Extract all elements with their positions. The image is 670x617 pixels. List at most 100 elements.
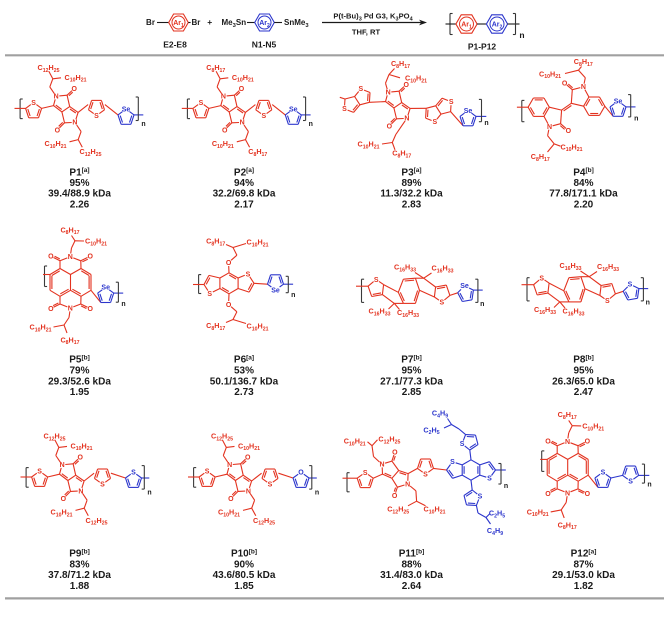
svg-text:n: n: [519, 30, 524, 40]
svg-text:95%: 95%: [573, 365, 593, 376]
svg-text:N: N: [68, 254, 73, 261]
svg-text:+: +: [207, 17, 212, 27]
svg-text:S: S: [460, 441, 465, 448]
svg-text:1.82: 1.82: [574, 581, 594, 592]
svg-text:39.4/88.9 kDa: 39.4/88.9 kDa: [48, 189, 111, 200]
svg-text:S: S: [31, 100, 36, 107]
svg-text:N1-N5: N1-N5: [252, 40, 277, 50]
svg-text:N: N: [60, 462, 65, 469]
svg-text:Se: Se: [464, 108, 473, 115]
svg-text:N: N: [221, 94, 226, 101]
svg-text:N: N: [547, 124, 552, 131]
svg-text:O: O: [55, 127, 61, 134]
svg-text:S: S: [450, 459, 455, 466]
svg-text:Br: Br: [146, 18, 155, 27]
svg-text:95%: 95%: [69, 178, 89, 189]
svg-text:S: S: [423, 472, 428, 479]
svg-text:2.73: 2.73: [234, 387, 254, 398]
svg-text:Se: Se: [122, 107, 131, 114]
svg-text:N: N: [227, 462, 232, 469]
svg-text:N: N: [54, 94, 59, 101]
svg-text:2.26: 2.26: [70, 199, 90, 210]
svg-text:S: S: [261, 113, 266, 120]
svg-text:O: O: [387, 123, 393, 130]
svg-text:95%: 95%: [401, 365, 421, 376]
svg-text:O: O: [228, 496, 234, 503]
svg-text:S: S: [432, 119, 437, 126]
svg-text:n: n: [634, 116, 638, 123]
svg-text:O: O: [585, 491, 591, 498]
svg-text:Br: Br: [192, 18, 201, 27]
svg-text:1.85: 1.85: [234, 581, 254, 592]
svg-text:S: S: [246, 271, 251, 278]
svg-text:O: O: [562, 80, 568, 87]
svg-text:11.3/32.2 kDa: 11.3/32.2 kDa: [380, 189, 443, 200]
svg-text:Se: Se: [460, 283, 469, 290]
svg-text:1.88: 1.88: [70, 581, 90, 592]
svg-text:S: S: [628, 282, 633, 289]
svg-text:Se: Se: [271, 287, 280, 294]
svg-text:S: S: [205, 469, 210, 476]
svg-text:THF, RT: THF, RT: [352, 28, 381, 37]
svg-text:29.3/52.6 kDa: 29.3/52.6 kDa: [48, 376, 111, 387]
svg-text:O: O: [222, 127, 228, 134]
svg-text:S: S: [358, 86, 363, 93]
svg-text:50.1/136.7 kDa: 50.1/136.7 kDa: [210, 376, 279, 387]
svg-text:88%: 88%: [401, 559, 421, 570]
svg-text:S: S: [487, 476, 492, 483]
svg-text:n: n: [141, 121, 145, 128]
svg-text:n: n: [147, 490, 151, 497]
svg-text:S: S: [207, 291, 212, 298]
svg-text:E2-E8: E2-E8: [163, 40, 187, 50]
svg-text:83%: 83%: [69, 559, 89, 570]
svg-text:N: N: [379, 462, 384, 469]
svg-text:n: n: [484, 120, 488, 127]
svg-text:84%: 84%: [573, 178, 593, 189]
svg-text:S: S: [439, 300, 444, 307]
svg-text:O: O: [77, 455, 83, 462]
svg-text:O: O: [226, 260, 232, 267]
svg-text:29.1/53.0 kDa: 29.1/53.0 kDa: [552, 570, 615, 581]
svg-text:O: O: [585, 439, 591, 446]
svg-text:S: S: [131, 470, 136, 477]
svg-text:S: S: [374, 277, 379, 284]
svg-text:S: S: [37, 469, 42, 476]
svg-text:n: n: [315, 490, 319, 497]
svg-text:2.64: 2.64: [402, 581, 422, 592]
svg-text:O: O: [226, 302, 232, 309]
svg-text:Se: Se: [289, 107, 298, 114]
svg-text:2.20: 2.20: [574, 199, 594, 210]
svg-text:n: n: [504, 483, 508, 490]
svg-text:n: n: [647, 482, 651, 489]
svg-text:O: O: [48, 254, 54, 261]
svg-text:P1-P12: P1-P12: [468, 42, 497, 52]
svg-text:Se: Se: [614, 99, 623, 106]
svg-text:O: O: [61, 496, 67, 503]
svg-text:O: O: [392, 450, 398, 457]
svg-text:79%: 79%: [69, 365, 89, 376]
svg-text:S: S: [342, 106, 347, 113]
svg-text:S: S: [605, 298, 610, 305]
svg-text:O: O: [48, 306, 54, 313]
svg-text:O: O: [298, 470, 304, 477]
svg-text:n: n: [121, 301, 125, 308]
svg-text:S: S: [539, 275, 544, 282]
svg-text:S: S: [268, 482, 273, 489]
svg-text:n: n: [646, 300, 650, 307]
svg-text:43.6/80.5 kDa: 43.6/80.5 kDa: [213, 570, 276, 581]
svg-text:N: N: [386, 90, 391, 97]
svg-text:S: S: [601, 470, 606, 477]
svg-text:O: O: [566, 128, 572, 135]
svg-text:2.17: 2.17: [234, 199, 254, 210]
svg-text:n: n: [480, 301, 484, 308]
svg-text:O: O: [87, 306, 93, 313]
svg-text:26.3/65.0 kDa: 26.3/65.0 kDa: [552, 376, 615, 387]
svg-text:N: N: [581, 84, 586, 91]
svg-text:53%: 53%: [234, 365, 254, 376]
svg-text:O: O: [403, 82, 409, 89]
svg-text:S: S: [628, 479, 633, 486]
svg-text:31.4/83.0 kDa: 31.4/83.0 kDa: [380, 570, 443, 581]
svg-text:Se: Se: [101, 285, 110, 292]
svg-text:2.83: 2.83: [402, 199, 422, 210]
svg-text:94%: 94%: [234, 178, 254, 189]
